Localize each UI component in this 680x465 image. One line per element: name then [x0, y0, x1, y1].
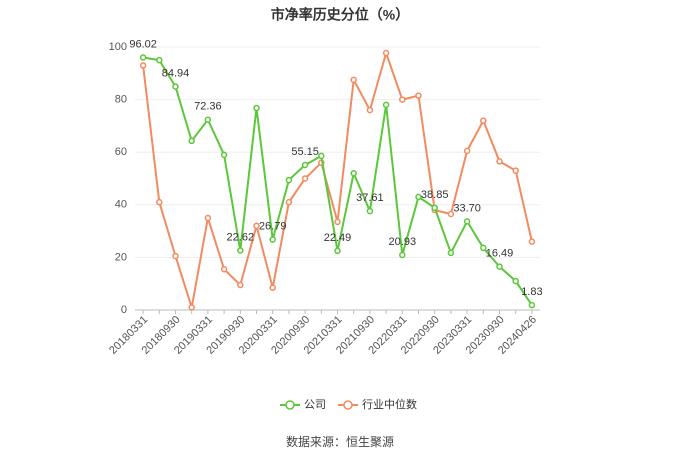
point: [463, 147, 471, 155]
y-tick-label: 40: [115, 199, 127, 211]
point: [172, 252, 179, 260]
data-label: 26.79: [259, 221, 287, 233]
y-tick-label: 60: [115, 146, 127, 158]
data-label: 33.70: [453, 202, 481, 214]
point: [188, 137, 195, 145]
point: [447, 249, 455, 257]
point: [318, 152, 325, 160]
point: [496, 158, 503, 165]
point: [139, 54, 147, 61]
data-label: 20.93: [389, 236, 417, 248]
data-label: 38.85: [421, 189, 449, 201]
point: [285, 198, 293, 206]
point: [382, 49, 390, 57]
point: [382, 101, 390, 109]
y-tick-label: 80: [115, 94, 127, 106]
point: [415, 193, 422, 201]
legend-label: 公司: [304, 399, 326, 411]
data-label: 96.02: [129, 38, 157, 50]
data-label: 72.36: [194, 101, 222, 113]
data-label: 84.94: [162, 68, 190, 80]
point: [253, 104, 260, 112]
legend-label: 行业中位数: [362, 397, 417, 411]
point: [447, 210, 455, 218]
point: [366, 106, 374, 114]
point: [463, 218, 471, 225]
point: [334, 247, 341, 255]
point: [334, 218, 341, 226]
point: [301, 161, 309, 169]
point: [204, 116, 212, 123]
point: [512, 277, 519, 285]
point: [528, 238, 536, 245]
point: [285, 176, 293, 184]
point: [220, 151, 228, 159]
series-line: [142, 56, 533, 306]
legend-marker: [285, 400, 295, 410]
data-label: 55.15: [291, 146, 319, 158]
data-label: 16.49: [486, 248, 514, 260]
point: [399, 96, 406, 103]
point: [301, 175, 309, 182]
y-tick-label: 100: [109, 41, 127, 53]
point: [431, 204, 438, 212]
y-tick-label: 20: [115, 251, 127, 263]
point: [480, 117, 487, 124]
point: [269, 236, 276, 243]
point: [496, 263, 503, 270]
point: [512, 167, 519, 174]
point: [220, 265, 228, 273]
legend-marker: [343, 400, 353, 410]
series-line: [142, 49, 533, 308]
point: [172, 83, 179, 90]
data-label: 22.62: [227, 232, 255, 244]
chart-title: 市净率历史分位（%）: [271, 7, 409, 23]
source: 数据来源：恒生聚源: [286, 434, 394, 449]
point: [528, 301, 536, 309]
point: [350, 169, 357, 177]
point: [237, 281, 244, 289]
point: [480, 244, 487, 252]
point: [253, 222, 260, 230]
data-label: 1.83: [521, 286, 542, 298]
point: [269, 284, 276, 291]
point: [237, 247, 244, 254]
point: [156, 56, 163, 64]
data-label: 22.49: [324, 232, 352, 244]
point: [204, 214, 212, 222]
point: [350, 76, 357, 84]
y-tick-label: 0: [121, 304, 127, 316]
point: [399, 251, 406, 259]
point: [156, 198, 163, 206]
point: [139, 62, 147, 69]
data-label: 37.61: [356, 192, 384, 204]
point: [366, 207, 374, 215]
point: [188, 304, 195, 311]
point: [415, 92, 422, 99]
